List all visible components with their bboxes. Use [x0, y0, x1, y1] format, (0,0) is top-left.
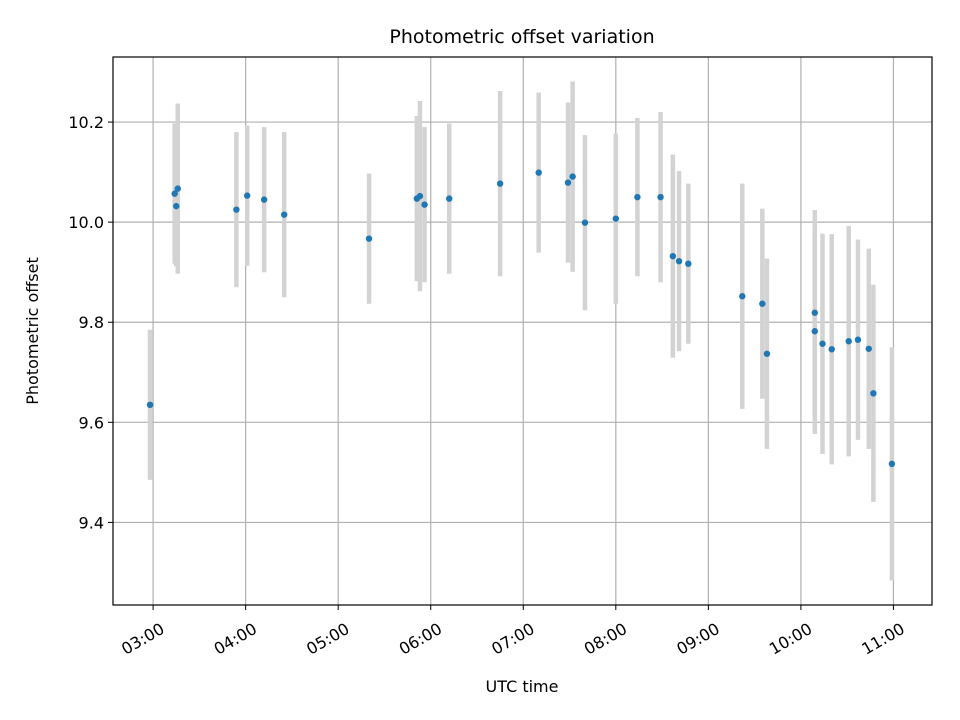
data-point: [281, 211, 288, 218]
data-point: [446, 195, 453, 202]
x-tick-label: 09:00: [673, 619, 722, 659]
plot-frame: [112, 56, 933, 606]
x-tick-label: 11:00: [858, 619, 907, 659]
data-point: [233, 206, 240, 213]
data-point: [870, 390, 877, 397]
data-point: [845, 338, 852, 345]
data-point: [260, 196, 268, 203]
data-point: [675, 257, 683, 265]
y-axis-title: Photometric offset: [23, 257, 42, 405]
data-point: [535, 169, 542, 176]
data-point: [416, 192, 424, 200]
x-axis-ticks: 03:00 04:00 05:00 06:00 07:00 08:00 09:00 10:00…: [118, 605, 908, 659]
error-bars: [147, 81, 895, 581]
x-tick-label: 08:00: [581, 619, 630, 659]
data-point: [854, 336, 862, 343]
x-tick-label: 04:00: [211, 619, 260, 659]
data-point: [865, 345, 872, 352]
x-tick-label: 07:00: [488, 619, 537, 659]
data-point: [146, 401, 154, 409]
data-point: [243, 192, 251, 199]
chart-title: Photometric offset variation: [389, 26, 654, 48]
data-point: [657, 193, 664, 201]
data-point: [612, 215, 620, 222]
data-point: [828, 346, 835, 353]
data-point: [569, 173, 576, 180]
data-point: [811, 309, 818, 316]
data-point: [888, 460, 896, 468]
data-point: [763, 350, 771, 357]
data-point: [669, 252, 677, 260]
y-tick-label: 10.2: [68, 113, 104, 132]
data-point: [173, 202, 180, 210]
data-point: [685, 260, 692, 267]
y-tick-label: 9.8: [79, 313, 104, 332]
x-tick-label: 05:00: [303, 619, 352, 659]
data-point: [811, 328, 818, 335]
data-point: [421, 201, 428, 208]
y-tick-label: 9.6: [79, 413, 104, 432]
x-tick-label: 06:00: [396, 619, 445, 659]
data-point: [174, 185, 181, 192]
data-point: [759, 300, 766, 307]
y-axis-ticks: 9.4 9.6 9.8 10.0 10.2: [68, 113, 113, 532]
x-tick-label: 03:00: [118, 619, 167, 659]
x-tick-label: 10:00: [766, 619, 815, 659]
x-axis-title: UTC time: [486, 677, 559, 696]
data-point: [634, 193, 641, 201]
data-point: [739, 293, 746, 300]
y-tick-label: 9.4: [79, 513, 104, 532]
data-point: [365, 235, 373, 242]
data-points: [146, 169, 896, 468]
y-tick-label: 10.0: [68, 213, 104, 232]
data-point: [171, 190, 178, 197]
data-point: [564, 179, 572, 186]
data-point: [496, 180, 504, 187]
data-point: [819, 340, 826, 347]
data-point: [581, 219, 589, 226]
